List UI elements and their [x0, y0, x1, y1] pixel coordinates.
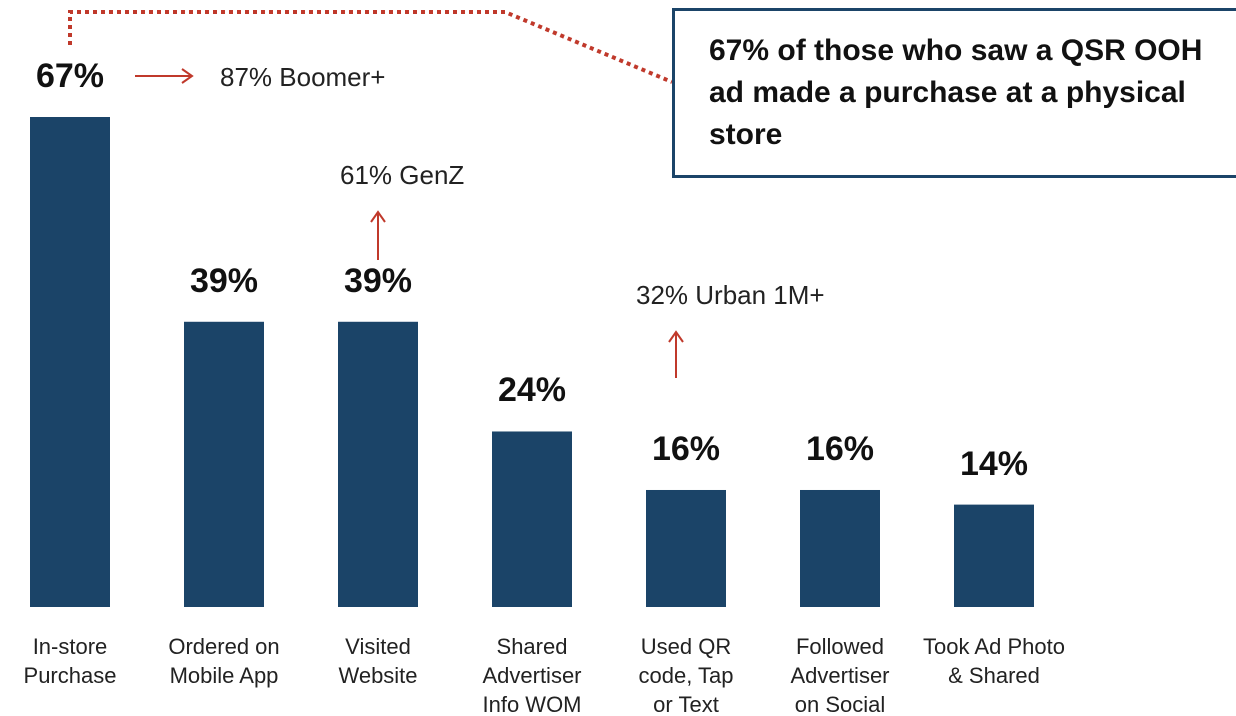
callout-text: 67% of those who saw a QSR OOH ad made a… — [709, 34, 1203, 151]
arrow-right — [135, 68, 194, 84]
bar — [800, 489, 880, 607]
value-label: 24% — [497, 371, 567, 410]
annotation: 32% Urban 1M+ — [636, 280, 825, 310]
annotation: 61% GenZ — [340, 160, 465, 190]
category-label: Used QR code, Tap or Text — [638, 634, 734, 716]
bar — [492, 431, 572, 607]
arrows — [135, 68, 684, 378]
value-label: 39% — [343, 261, 413, 300]
bar — [184, 321, 264, 607]
value-label: 14% — [959, 444, 1029, 483]
bar — [338, 321, 418, 607]
bar — [30, 117, 110, 607]
category-label: Took Ad Photo & Shared — [923, 634, 1065, 688]
callout-connector — [68, 10, 673, 84]
category-label: Ordered on Mobile App — [168, 634, 280, 688]
category-label: In-store Purchase — [23, 634, 117, 688]
callout: 67% of those who saw a QSR OOH ad made a… — [672, 8, 1236, 178]
bar — [954, 504, 1034, 607]
category-label: Followed Advertiser on Social — [790, 634, 890, 716]
bar — [646, 489, 726, 607]
value-label: 67% — [35, 57, 105, 95]
value-label: 16% — [805, 429, 875, 468]
arrow-up — [668, 330, 684, 378]
category-label: Visited Website — [338, 634, 418, 688]
value-label: 16% — [651, 429, 721, 468]
value-label: 39% — [189, 261, 259, 300]
arrow-up — [370, 210, 386, 260]
annotation: 87% Boomer+ — [220, 62, 386, 92]
category-label: Shared Advertiser Info WOM — [482, 634, 582, 716]
